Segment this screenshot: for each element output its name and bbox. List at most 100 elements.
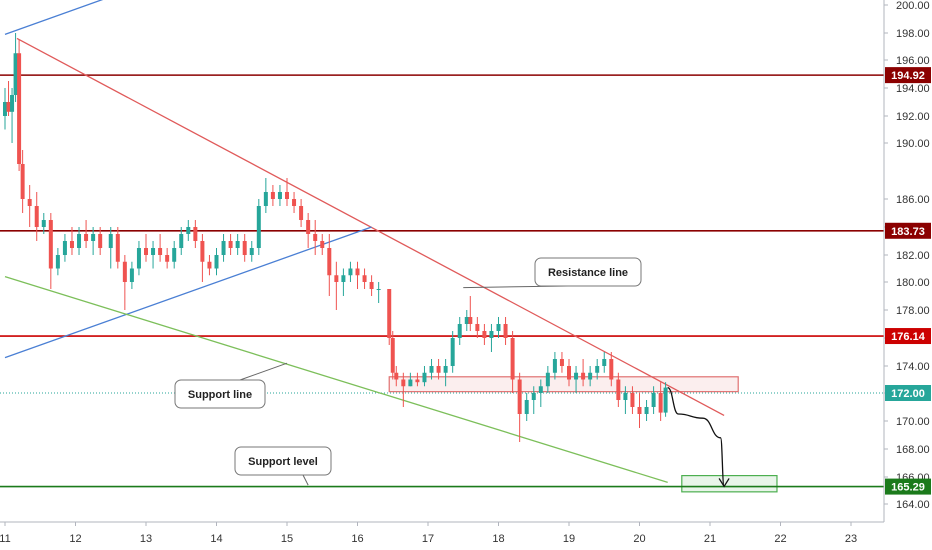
candle [98,227,103,255]
callout-pointer [302,474,309,486]
candle [545,366,550,393]
candle-body [355,268,360,276]
candle-body [348,268,353,276]
candle [3,88,7,130]
candle [158,234,163,262]
candle [637,393,642,428]
trendline-green-support[interactable] [4,275,668,484]
x-tick-label: 22 [774,533,786,545]
candle-body [651,393,656,407]
candle-body [20,164,25,199]
trendline-upper-blue[interactable] [4,0,111,35]
x-axis[interactable]: 11 12 13 14 15 16 17 18 19 20 21 22 23 [0,521,884,545]
candle-body [623,393,628,400]
callout-resistance-line[interactable]: Resistance line [463,257,642,289]
x-tick-label: 20 [633,533,645,545]
price-badge-label: 194.92 [891,70,925,82]
candle [249,241,254,262]
price-badge-172.00[interactable]: 172.00 [885,385,931,401]
x-tick-label: 17 [422,533,434,545]
candle [524,393,529,421]
candle [468,296,473,331]
callout-box [534,257,642,287]
candle-body [277,192,282,199]
candle [415,372,420,387]
candle-body [320,241,325,248]
candle-body [207,261,212,269]
candle [136,241,141,276]
candle-body [517,379,522,414]
candle [129,261,134,289]
candle-body [256,206,261,248]
y-tick-label: 200.00 [896,0,930,12]
candle-body [408,379,413,387]
candle-body [581,372,586,380]
callout-support-line[interactable]: Support line [174,362,288,409]
candle [186,220,191,241]
y-tick-label: 190.00 [896,138,930,150]
candle [450,331,455,373]
callout-support-level[interactable]: Support level [234,446,332,486]
price-badge-194.92[interactable]: 194.92 [885,67,931,84]
price-badge-165.29[interactable]: 165.29 [885,478,931,495]
candle [443,359,448,387]
candle-body [172,248,177,262]
candle-body [464,317,469,324]
candle-body [242,241,247,255]
candle-body [3,102,7,116]
candle-body [313,234,318,241]
candle-body [503,324,508,338]
candle [151,241,156,269]
candle [658,382,663,421]
price-badge-label: 165.29 [891,482,925,494]
candle [651,386,656,414]
y-tick-label: 192.00 [896,111,930,123]
candle [207,255,212,276]
candle [34,192,39,241]
projection-arrowhead [718,478,730,488]
y-tick-label: 182.00 [896,250,930,262]
candle-body [122,261,127,282]
candle-body [390,338,395,373]
price-badge-176.14[interactable]: 176.14 [885,328,931,345]
candle [503,317,508,345]
price-badge-label: 176.14 [891,331,926,343]
candle-body [165,255,170,262]
callout-label: Support line [188,389,252,401]
candle-body [401,379,406,387]
target-zone[interactable] [681,475,778,493]
candle-body [616,379,621,400]
candle-body [422,372,427,383]
candle-body [663,387,668,413]
candle [489,324,494,352]
x-tick-label: 21 [704,533,716,545]
candle [574,366,579,393]
consolidation-zone[interactable] [388,376,739,393]
x-tick-label: 14 [210,533,222,545]
candle-body [263,192,268,206]
candle [376,282,381,303]
candle-body [144,248,148,255]
candle [285,178,289,206]
candle [115,227,120,269]
candle-body [524,400,529,414]
price-badge-bg [885,67,931,84]
candle-body [637,407,642,414]
candle [387,289,392,345]
price-badge-183.73[interactable]: 183.73 [885,222,931,239]
candle-body [200,241,205,262]
candle-body [306,220,311,234]
candle-body [415,379,420,383]
candle-body [341,275,346,282]
candle-body [436,366,441,373]
callout-pointer [239,362,288,381]
candle-body [84,234,89,241]
candle [6,81,11,116]
candle-body [376,289,381,290]
trendlines-layer [4,0,725,484]
candle [320,234,325,255]
candle [408,372,413,387]
trendline-blue-support[interactable] [4,226,372,359]
x-tick-label: 11 [0,533,11,545]
